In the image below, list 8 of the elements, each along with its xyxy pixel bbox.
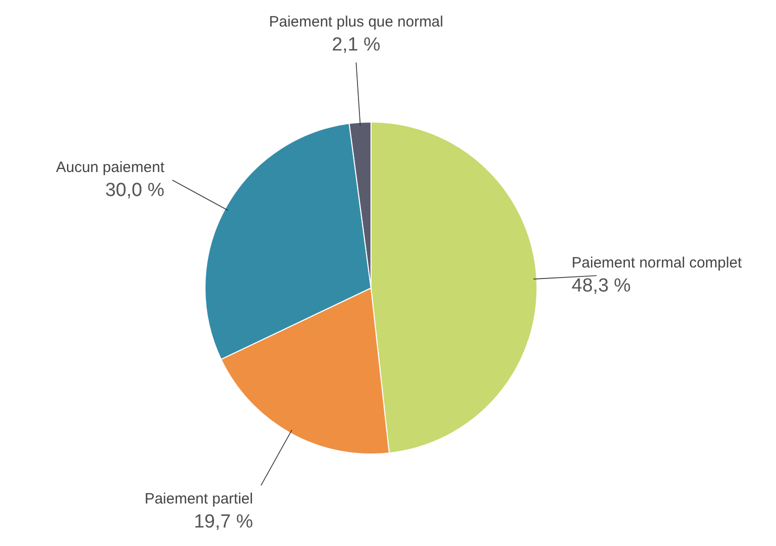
data-label: 48,3 %: [572, 276, 631, 297]
data-label: 2,1 %: [332, 34, 381, 56]
data-label: 19,7 %: [194, 511, 254, 532]
slice-label: Paiement normal complet: [572, 254, 743, 272]
slice-label: Paiement plus que normal: [268, 13, 444, 30]
data-label: 30,0 %: [105, 180, 164, 202]
slice-label: Aucun paiement: [56, 159, 166, 176]
slice-label: Paiement partiel: [144, 490, 253, 508]
